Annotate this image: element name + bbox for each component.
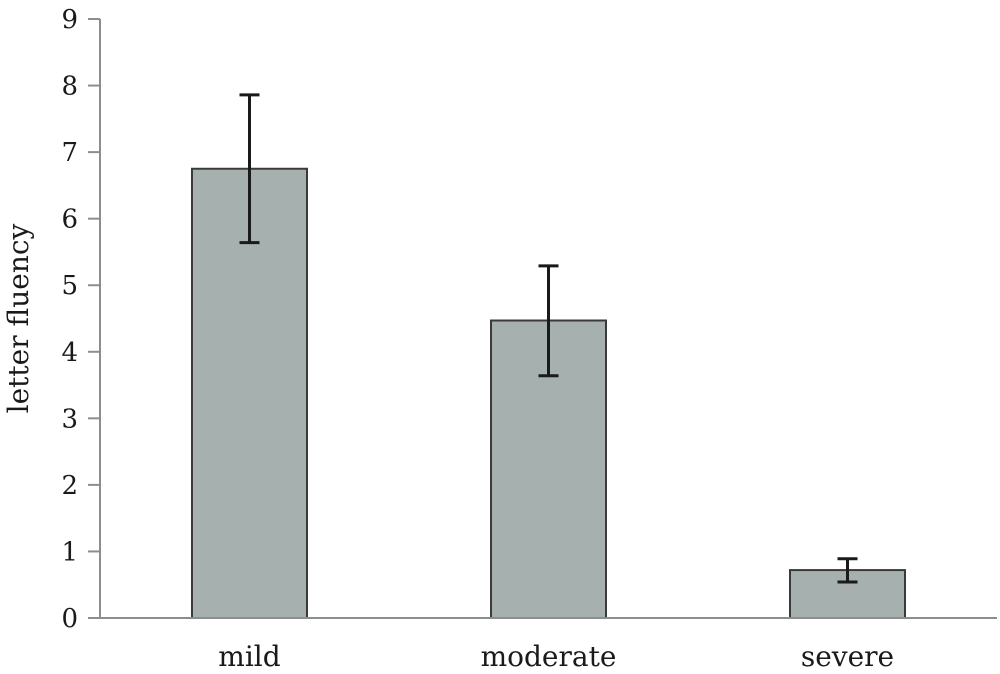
y-tick-label: 5 [61,271,78,301]
bars-layer [191,167,906,620]
y-tick-label: 7 [61,138,78,168]
y-tick-label: 6 [61,205,78,235]
error-bar-mild [239,93,260,245]
y-ticks-layer: 0 1 2 3 4 5 6 7 8 9 [61,5,100,634]
y-tick-label: 1 [61,537,78,567]
y-tick-label: 0 [61,604,78,634]
y-tick-label: 9 [61,5,78,35]
error-bar-severe [837,557,858,584]
x-category-label: moderate [481,640,617,673]
x-category-label: severe [801,640,894,673]
x-labels-layer: mild moderate severe [218,640,894,673]
y-tick-label: 8 [61,72,78,102]
y-tick-label: 2 [61,471,78,501]
y-axis-title: letter fluency [2,223,35,413]
axes-layer [99,19,997,619]
y-tick-label: 4 [61,338,78,368]
y-tick-label: 3 [61,404,78,434]
error-bars-layer [239,93,858,584]
x-category-label: mild [218,640,280,673]
error-bar-moderate [538,264,559,378]
